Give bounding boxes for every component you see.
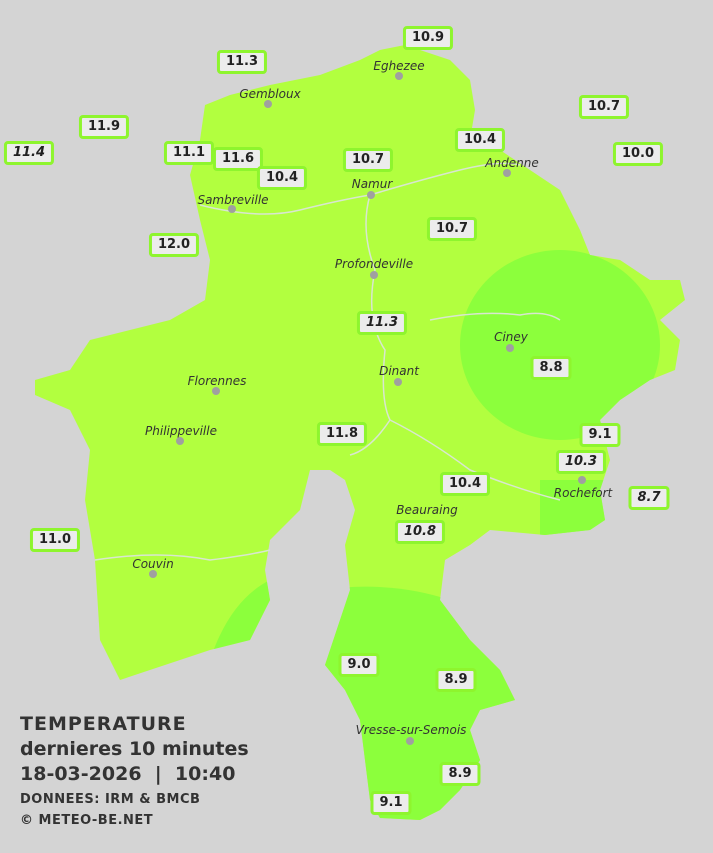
city-label: Beauraing bbox=[396, 503, 458, 517]
city-label: Ciney bbox=[494, 330, 528, 344]
station-label: 10.4 bbox=[454, 128, 506, 152]
station-label: 8.9 bbox=[435, 668, 477, 692]
city-dot bbox=[212, 387, 220, 395]
city-label: Rochefort bbox=[553, 486, 613, 500]
station-label: 11.6 bbox=[212, 147, 264, 171]
city-dot bbox=[370, 271, 378, 279]
station-label: 10.0 bbox=[612, 142, 664, 166]
station-label: 12.0 bbox=[148, 233, 200, 257]
city-dot bbox=[176, 437, 184, 445]
city-dot bbox=[503, 169, 511, 177]
legend-subtitle: dernieres 10 minutes bbox=[20, 738, 249, 760]
station-label: 11.3 bbox=[356, 311, 408, 335]
city-dot bbox=[367, 191, 375, 199]
station-label: 9.1 bbox=[579, 423, 621, 447]
station-label: 11.0 bbox=[29, 528, 81, 552]
station-label: 8.7 bbox=[628, 486, 670, 510]
legend-title: TEMPERATURE bbox=[20, 713, 187, 735]
legend-source: DONNEES: IRM & BMCB bbox=[20, 792, 201, 807]
city-label: Profondeville bbox=[334, 257, 414, 271]
map-legend: TEMPERATURE dernieres 10 minutes 18-03-2… bbox=[20, 712, 249, 831]
city-label: Vresse-sur-Semois bbox=[355, 723, 467, 737]
station-label: 10.4 bbox=[439, 472, 491, 496]
city-label: Eghezee bbox=[373, 59, 425, 73]
station-label: 9.1 bbox=[370, 791, 412, 815]
station-label: 10.7 bbox=[426, 217, 478, 241]
city-dot bbox=[149, 570, 157, 578]
city-dot bbox=[228, 205, 236, 213]
station-label: 11.4 bbox=[3, 141, 55, 165]
station-label: 11.1 bbox=[163, 141, 215, 165]
city-dot bbox=[506, 344, 514, 352]
city-dot bbox=[394, 378, 402, 386]
city-dot bbox=[264, 100, 272, 108]
city-dot bbox=[406, 737, 414, 745]
station-label: 9.0 bbox=[338, 653, 380, 677]
city-label: Sambreville bbox=[197, 193, 269, 207]
legend-copyright: © METEO-BE.NET bbox=[20, 813, 154, 828]
city-label: Andenne bbox=[485, 156, 539, 170]
station-label: 10.9 bbox=[402, 26, 454, 50]
city-label: Gembloux bbox=[239, 87, 301, 101]
legend-datetime: 18-03-2026 | 10:40 bbox=[20, 763, 236, 785]
city-label: Florennes bbox=[187, 374, 247, 388]
station-label: 10.4 bbox=[256, 166, 308, 190]
city-label: Namur bbox=[351, 177, 393, 191]
station-label: 11.9 bbox=[78, 115, 130, 139]
zone-8-10-south bbox=[320, 586, 530, 820]
station-label: 8.9 bbox=[439, 762, 481, 786]
station-label: 10.7 bbox=[342, 148, 394, 172]
city-label: Philippeville bbox=[145, 424, 217, 438]
station-label: 11.8 bbox=[316, 422, 368, 446]
city-dot bbox=[395, 72, 403, 80]
city-dot bbox=[578, 476, 586, 484]
station-label: 8.8 bbox=[530, 356, 572, 380]
station-label: 10.3 bbox=[555, 450, 607, 474]
station-label: 10.8 bbox=[394, 520, 446, 544]
station-label: 10.7 bbox=[578, 95, 630, 119]
city-label: Dinant bbox=[379, 364, 419, 378]
city-label: Couvin bbox=[132, 557, 174, 571]
station-label: 11.3 bbox=[216, 50, 268, 74]
zone-8-10-east bbox=[460, 250, 660, 440]
